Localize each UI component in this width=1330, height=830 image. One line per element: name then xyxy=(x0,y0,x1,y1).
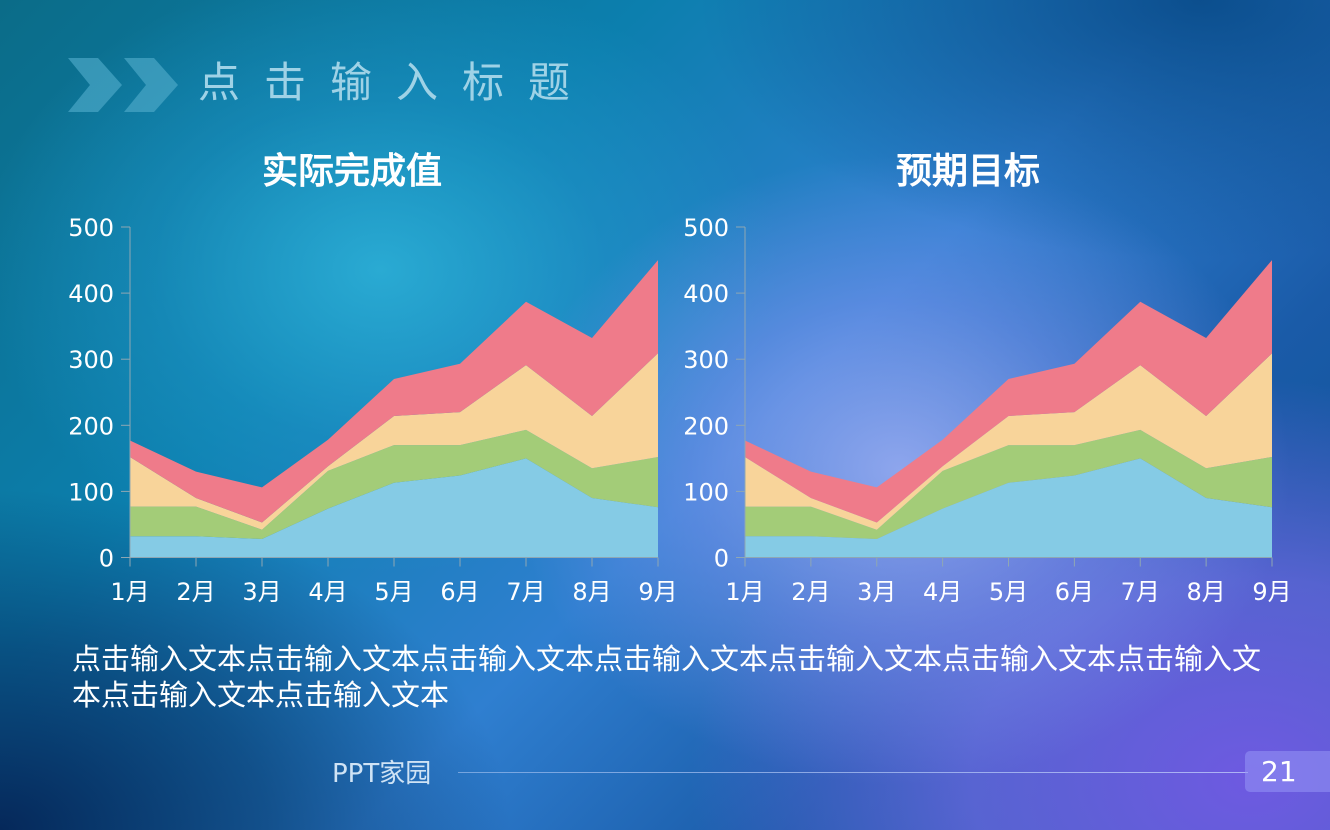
y-tick-label: 0 xyxy=(714,545,729,573)
x-tick-label: 8月 xyxy=(1186,578,1225,606)
x-tick-label: 9月 xyxy=(638,578,677,606)
area-series-4 xyxy=(130,260,658,523)
x-tick-label: 3月 xyxy=(857,578,896,606)
x-tick-label: 1月 xyxy=(725,578,764,606)
y-tick-label: 300 xyxy=(683,346,729,374)
area-series-1 xyxy=(130,458,658,558)
y-tick-label: 300 xyxy=(68,346,114,374)
area-series-1 xyxy=(745,458,1272,558)
area-series-4 xyxy=(745,260,1272,523)
footer-divider xyxy=(458,772,1248,773)
stacked-area-chart-target: 0 100 200 300 400 500 1月 2月 3月 4月 5月 6月 7月 8月 9月 xyxy=(683,214,1291,606)
title-decoration xyxy=(68,58,178,112)
x-tick-label: 6月 xyxy=(1055,578,1094,606)
x-tick-label: 3月 xyxy=(242,578,281,606)
y-tick-label: 500 xyxy=(68,214,114,242)
x-tick-label: 6月 xyxy=(440,578,479,606)
footer-brand: PPT家园 xyxy=(332,759,432,789)
x-tick-label: 9月 xyxy=(1252,578,1291,606)
y-tick-label: 0 xyxy=(99,545,114,573)
y-tick-label: 200 xyxy=(683,412,729,440)
y-tick-label: 500 xyxy=(683,214,729,242)
y-tick-label: 100 xyxy=(68,478,114,506)
x-tick-label: 7月 xyxy=(1121,578,1160,606)
x-tick-label: 4月 xyxy=(923,578,962,606)
x-tick-label: 5月 xyxy=(989,578,1028,606)
y-tick-label: 200 xyxy=(68,412,114,440)
chart-title-actual: 实际完成值 xyxy=(262,151,443,192)
double-chevron-icon xyxy=(68,58,178,112)
y-tick-label: 400 xyxy=(683,280,729,308)
x-tick-label: 1月 xyxy=(110,578,149,606)
body-text[interactable]: 点击输入文本点击输入文本点击输入文本点击输入文本点击输入文本点击输入文本点击输入… xyxy=(72,642,1262,712)
y-tick-label: 100 xyxy=(683,478,729,506)
chart-title-target: 预期目标 xyxy=(896,151,1041,192)
area-series-2 xyxy=(130,429,658,539)
x-tick-label: 2月 xyxy=(176,578,215,606)
x-tick-label: 5月 xyxy=(374,578,413,606)
stacked-area-chart-actual: 0 100 200 300 400 500 1月 2月 3月 4月 5月 6月 7月 8月 9月 xyxy=(68,214,677,606)
x-tick-label: 7月 xyxy=(506,578,545,606)
area-series-3 xyxy=(745,353,1272,530)
x-tick-label: 4月 xyxy=(308,578,347,606)
page-title: 点击输入标题 xyxy=(198,58,595,107)
area-series-2 xyxy=(745,429,1272,539)
x-tick-label: 8月 xyxy=(572,578,611,606)
area-series-3 xyxy=(130,353,658,530)
y-tick-label: 400 xyxy=(68,280,114,308)
x-tick-label: 2月 xyxy=(791,578,830,606)
page-number: 21 xyxy=(1245,751,1330,792)
